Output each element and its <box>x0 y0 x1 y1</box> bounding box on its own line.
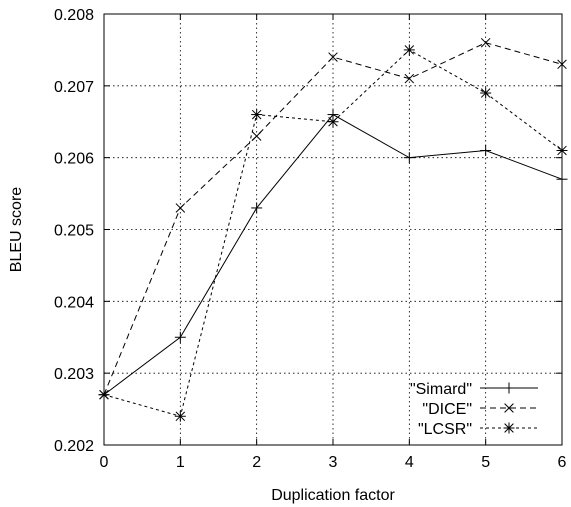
data-point-lcsr <box>327 116 339 128</box>
data-point-simard <box>174 331 186 343</box>
series-lines <box>98 37 568 422</box>
y-axis-label: BLEU score <box>8 187 25 272</box>
legend-label: "DICE" <box>422 401 472 418</box>
legend-label: "Simard" <box>410 381 472 398</box>
y-tick-label: 0.202 <box>54 438 94 455</box>
y-tick-label: 0.205 <box>54 223 94 240</box>
x-tick-label: 3 <box>329 454 338 471</box>
data-point-simard <box>403 152 415 164</box>
legend-entry-simard: "Simard" <box>410 381 538 398</box>
legend: "Simard" "DICE" "LCSR" <box>410 381 538 438</box>
legend-entry-lcsr: "LCSR" <box>418 421 538 438</box>
data-point-simard <box>251 202 263 214</box>
y-tick-label: 0.208 <box>54 7 94 24</box>
x-tick-label: 5 <box>481 454 490 471</box>
legend-entry-dice: "DICE" <box>422 401 538 418</box>
y-tick-label: 0.204 <box>54 294 94 311</box>
x-axis-label: Duplication factor <box>271 487 395 504</box>
data-point-lcsr <box>403 44 415 56</box>
x-tick-label: 6 <box>558 454 567 471</box>
data-point-lcsr <box>174 410 186 422</box>
x-tick-label: 2 <box>252 454 261 471</box>
x-tick-label: 0 <box>100 454 109 471</box>
data-point-legend-lcsr <box>503 422 515 434</box>
y-tick-label: 0.206 <box>54 151 94 168</box>
data-point-legend-simard <box>503 382 515 394</box>
data-point-simard <box>480 144 492 156</box>
axis-ticks: 0 1 2 3 4 5 6 0.202 0.203 0.204 0.205 0.206 0.207 0.2… <box>54 7 567 471</box>
x-tick-label: 4 <box>405 454 414 471</box>
grid <box>104 14 562 445</box>
y-tick-label: 0.207 <box>54 79 94 96</box>
data-point-dice <box>404 73 415 84</box>
legend-label: "LCSR" <box>418 421 472 438</box>
x-tick-label: 1 <box>176 454 185 471</box>
y-tick-label: 0.203 <box>54 366 94 383</box>
data-point-dice <box>480 37 491 48</box>
data-point-dice <box>175 203 186 213</box>
data-point-lcsr <box>251 109 263 121</box>
data-point-lcsr <box>480 87 492 99</box>
data-point-dice <box>251 131 262 141</box>
data-point-legend-dice <box>504 403 514 413</box>
data-point-dice <box>328 52 338 62</box>
